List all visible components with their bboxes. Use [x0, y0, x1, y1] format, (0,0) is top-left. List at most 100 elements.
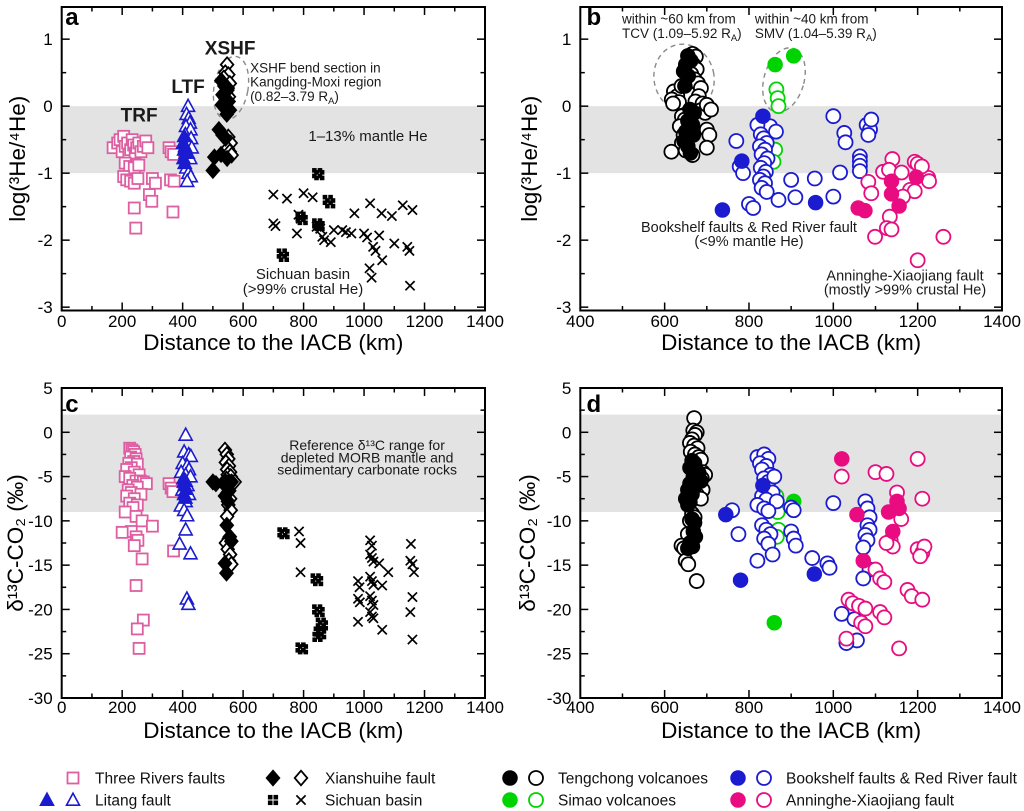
series-anninghe-xiaojiang-fault-circle-filled	[850, 169, 925, 219]
svg-text:800: 800	[289, 698, 317, 717]
legend-label: Bookshelf faults & Red River fault	[786, 771, 1018, 788]
axis-ticks	[60, 387, 486, 699]
x-axis-label: Distance to the IACB (km)	[143, 330, 403, 355]
svg-text:400: 400	[566, 312, 594, 331]
svg-text:1: 1	[562, 30, 571, 49]
legend-item-tengchong-volcanoes: Tengchong volcanoes	[502, 770, 708, 788]
svg-text:400: 400	[168, 312, 196, 331]
series-sichuan-basin-quad-filled	[277, 527, 329, 655]
series-bookshelf-faults-red-river-fault-circle-open	[728, 108, 880, 216]
svg-text:-25: -25	[28, 645, 53, 664]
series-sichuan-basin-cross	[293, 526, 420, 645]
annotation: Sichuan basin	[256, 266, 350, 283]
svg-text:400: 400	[566, 698, 594, 717]
svg-text:400: 400	[168, 698, 196, 717]
legend-item-litang-fault: Litang fault	[39, 791, 172, 810]
svg-text:-15: -15	[547, 556, 572, 575]
panel-a-chart: 0 200 400 600 800 1000 1200 1400 1 0 -1 -2 -3 Distanc…	[5, 4, 504, 355]
y-axis-label: δ¹³C-CO₂ (‰)	[3, 474, 28, 611]
series-litang-fault-triangle-filled	[175, 127, 194, 170]
legend-label: Xianshuihe fault	[325, 771, 436, 788]
legend-item-xianshuihe-fault: Xianshuihe fault	[265, 769, 436, 788]
svg-text:1400: 1400	[983, 698, 1021, 717]
annotation: within ~60 km from	[621, 12, 736, 27]
svg-text:1200: 1200	[406, 312, 444, 331]
svg-text:-3: -3	[556, 298, 571, 317]
annotation: 1–13% mantle He	[308, 128, 427, 145]
series-litang-fault-triangle-filled	[175, 469, 195, 504]
legend-label: Litang fault	[95, 793, 172, 810]
annotation: Kangding-Moxi region	[250, 75, 381, 90]
series-xianshuihe-fault-diamond-filled	[205, 72, 238, 180]
series-simao-volcanoes-circle-filled	[767, 48, 802, 73]
svg-text:-2: -2	[38, 231, 53, 250]
tick-labels: 0 200 400 600 800 1000 1200 1400 1 0 -1 -2 -3	[38, 30, 504, 331]
svg-text:1400: 1400	[983, 312, 1021, 331]
svg-text:1200: 1200	[406, 698, 444, 717]
svg-text:1200: 1200	[899, 698, 937, 717]
panel-letter: d	[586, 391, 601, 418]
x-axis-label: Distance to the IACB (km)	[661, 718, 921, 743]
legend-item-anninghe-xiaojiang-fault: Anninghe-Xiaojiang fault	[730, 792, 955, 810]
series-anninghe-xiaojiang-fault-circle-filled	[834, 451, 907, 569]
legend-label: Anninghe-Xiaojiang fault	[786, 793, 955, 810]
series-bookshelf-faults-red-river-fault-circle-filled	[718, 477, 823, 588]
panel-letter: b	[586, 4, 601, 31]
svg-text:200: 200	[108, 698, 136, 717]
legend-item-sichuan-basin: Sichuan basin	[267, 793, 422, 810]
annotation: (<9% mantle He)	[694, 234, 803, 250]
axis-ticks	[60, 7, 486, 311]
svg-text:1200: 1200	[899, 312, 937, 331]
svg-text:600: 600	[229, 312, 257, 331]
svg-text:0: 0	[562, 423, 571, 442]
series-tengchong-volcanoes-circle-filled	[675, 48, 702, 161]
svg-text:600: 600	[229, 698, 257, 717]
annotation: Bookshelf faults & Red River fault	[641, 220, 857, 236]
annotation: XSHF	[205, 39, 256, 60]
series-tengchong-volcanoes-circle-filled	[677, 452, 709, 557]
svg-text:-3: -3	[38, 298, 53, 317]
axis-ticks	[579, 387, 1003, 699]
svg-text:200: 200	[108, 312, 136, 331]
legend-item-bookshelf-faults-red-river-fault: Bookshelf faults & Red River fault	[730, 770, 1018, 788]
svg-text:0: 0	[43, 97, 52, 116]
legend-label: Tengchong volcanoes	[558, 771, 708, 788]
svg-text:1400: 1400	[466, 312, 504, 331]
svg-text:600: 600	[650, 312, 678, 331]
panel-letter: c	[65, 391, 78, 418]
annotation: (0.82–3.79 RA)	[250, 89, 339, 107]
series-bookshelf-faults-red-river-fault-circle-filled	[714, 108, 824, 218]
legend-label: Sichuan basin	[325, 793, 422, 810]
y-axis-label: log(³He/⁴He)	[517, 96, 542, 222]
svg-text:-15: -15	[28, 556, 53, 575]
tick-labels: 0 200 400 600 800 1000 1200 1400 5 0 -5 -10 -15 -20 -2…	[28, 379, 504, 717]
series-anninghe-xiaojiang-fault-circle-open	[833, 450, 933, 657]
series-sichuan-basin-quad-filled	[276, 168, 336, 263]
svg-text:0: 0	[562, 97, 571, 116]
svg-text:1000: 1000	[345, 312, 383, 331]
x-axis-label: Distance to the IACB (km)	[661, 330, 921, 355]
svg-text:-25: -25	[547, 645, 572, 664]
svg-text:1400: 1400	[466, 698, 504, 717]
annotation: within ~40 km from	[754, 12, 869, 27]
annotation: Anninghe-Xiaojiang fault	[826, 268, 983, 284]
annotation: LTF	[171, 77, 204, 98]
annotation: SMV (1.04–5.39 RA)	[755, 26, 877, 44]
reference-band	[580, 106, 1002, 174]
annotation: (>99% crustal He)	[243, 281, 363, 298]
svg-text:800: 800	[735, 312, 763, 331]
legend-item-simao-volcanoes: Simao volcanoes	[502, 792, 676, 810]
annotation: (mostly >99% crustal He)	[824, 282, 986, 298]
svg-text:-5: -5	[38, 468, 53, 487]
svg-text:-10: -10	[547, 512, 572, 531]
svg-text:-5: -5	[556, 468, 571, 487]
legend-item-three-rivers-faults: Three Rivers faults	[66, 771, 225, 788]
dashed-cluster-ellipse	[653, 43, 715, 113]
figure-legend: Three Rivers faults Litang fault Xianshuih…	[39, 769, 1018, 810]
panel-d-chart: 400 600 800 1000 1200 1400 5 0 -5 -10 -15 -20 -25 -30…	[515, 379, 1021, 743]
annotation: TCV (1.09–5.92 RA)	[622, 26, 742, 44]
x-axis-label: Distance to the IACB (km)	[143, 718, 403, 743]
svg-text:-20: -20	[547, 600, 572, 619]
